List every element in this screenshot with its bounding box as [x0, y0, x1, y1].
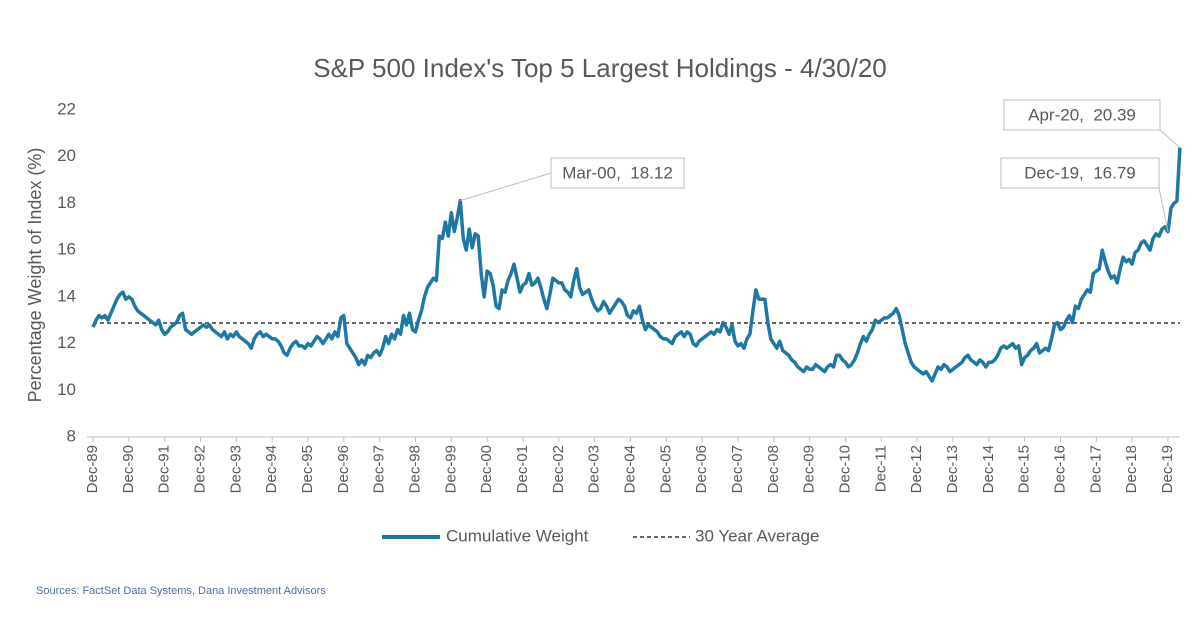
x-tick-label: Dec-93 — [227, 445, 244, 493]
x-tick-label: Dec-03 — [586, 445, 603, 493]
x-tick-label: Dec-08 — [765, 445, 782, 493]
x-tick-label: Dec-01 — [514, 445, 531, 493]
y-tick-label: 14 — [57, 286, 76, 305]
annotation-text: Dec-19, 16.79 — [1024, 163, 1136, 182]
y-tick-label: 18 — [57, 193, 76, 212]
y-tick-label: 8 — [67, 426, 76, 445]
x-tick-label: Dec-91 — [156, 445, 173, 493]
x-tick-label: Dec-09 — [801, 445, 818, 493]
y-tick-label: 22 — [57, 99, 76, 118]
x-tick-label: Dec-16 — [1051, 445, 1068, 493]
y-tick-label: 20 — [57, 146, 76, 165]
x-tick-label: Dec-04 — [621, 445, 638, 493]
y-tick-label: 12 — [57, 333, 76, 352]
x-tick-label: Dec-12 — [908, 445, 925, 493]
x-tick-label: Dec-00 — [478, 445, 495, 493]
x-tick-label: Dec-90 — [120, 445, 137, 493]
x-tick-label: Dec-02 — [550, 445, 567, 493]
annotation-leader — [460, 172, 552, 202]
x-tick-label: Dec-19 — [1159, 445, 1176, 493]
annotation-leader — [1159, 129, 1181, 148]
annotation-text: Mar-00, 18.12 — [562, 163, 673, 182]
x-tick-label: Dec-98 — [406, 445, 423, 493]
x-tick-label: Dec-11 — [872, 445, 889, 492]
y-axis-label: Percentage Weight of Index (%) — [25, 148, 45, 403]
x-tick-label: Dec-10 — [836, 445, 853, 493]
x-tick-label: Dec-15 — [1016, 445, 1033, 493]
x-tick-label: Dec-06 — [693, 445, 710, 493]
x-tick-label: Dec-97 — [371, 445, 388, 493]
x-tick-label: Dec-94 — [263, 445, 280, 493]
annotation-box — [1003, 99, 1161, 131]
annotation-box — [1000, 157, 1160, 189]
x-tick-label: Dec-96 — [335, 445, 352, 493]
x-tick-label: Dec-92 — [191, 445, 208, 493]
y-tick-label: 16 — [57, 240, 76, 259]
x-tick-label: Dec-95 — [299, 445, 316, 493]
x-tick-label: Dec-89 — [84, 445, 101, 493]
data-line — [91, 147, 1182, 383]
y-tick-label: 10 — [57, 380, 76, 399]
x-tick-label: Dec-18 — [1123, 445, 1140, 493]
x-tick-label: Dec-05 — [657, 445, 674, 493]
x-tick-label: Dec-14 — [980, 445, 997, 493]
legend-label: Cumulative Weight — [446, 526, 589, 545]
x-tick-label: Dec-99 — [442, 445, 459, 493]
source-note: Sources: FactSet Data Systems, Dana Inve… — [36, 585, 326, 597]
x-tick-label: Dec-17 — [1087, 445, 1104, 493]
annotation-text: Apr-20, 20.39 — [1028, 105, 1136, 124]
annotation-leader — [1158, 187, 1169, 232]
legend-label: 30 Year Average — [695, 526, 819, 545]
x-tick-label: Dec-13 — [944, 445, 961, 493]
annotation-box — [550, 157, 685, 189]
chart-title: S&P 500 Index's Top 5 Largest Holdings -… — [313, 53, 887, 83]
x-tick-label: Dec-07 — [729, 445, 746, 493]
